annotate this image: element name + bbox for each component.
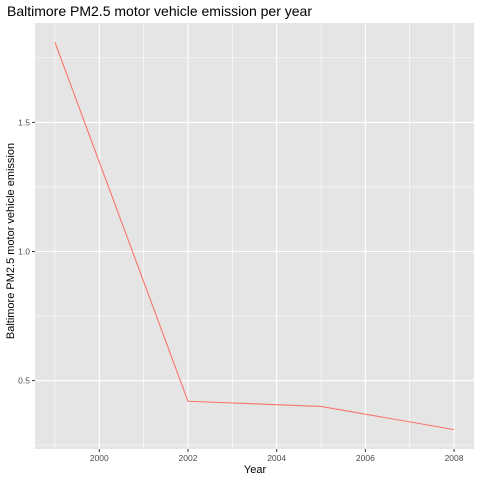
axis-ticks bbox=[32, 121, 455, 452]
chart-title: Baltimore PM2.5 motor vehicle emission p… bbox=[7, 3, 312, 19]
major-gridlines bbox=[35, 23, 474, 449]
tick-labels: 2000 2002 2004 2006 2008 0.5 1.0 1.5 bbox=[18, 117, 464, 463]
y-axis-label: Baltimore PM2.5 motor vehicle emission bbox=[5, 143, 17, 339]
series-layer bbox=[54, 42, 455, 431]
y-tick-label: 1.0 bbox=[18, 246, 30, 256]
y-tick-label: 0.5 bbox=[18, 376, 30, 386]
minor-gridlines bbox=[35, 23, 474, 449]
x-tick-label: 2006 bbox=[356, 453, 375, 463]
x-tick-label: 2000 bbox=[90, 453, 109, 463]
x-axis-label: Year bbox=[244, 464, 267, 476]
x-tick-label: 2002 bbox=[179, 453, 198, 463]
x-tick-label: 2008 bbox=[445, 453, 464, 463]
plot-panel bbox=[35, 23, 474, 449]
y-tick-label: 1.5 bbox=[18, 117, 30, 127]
series-line bbox=[54, 42, 455, 431]
x-tick-label: 2004 bbox=[267, 453, 286, 463]
